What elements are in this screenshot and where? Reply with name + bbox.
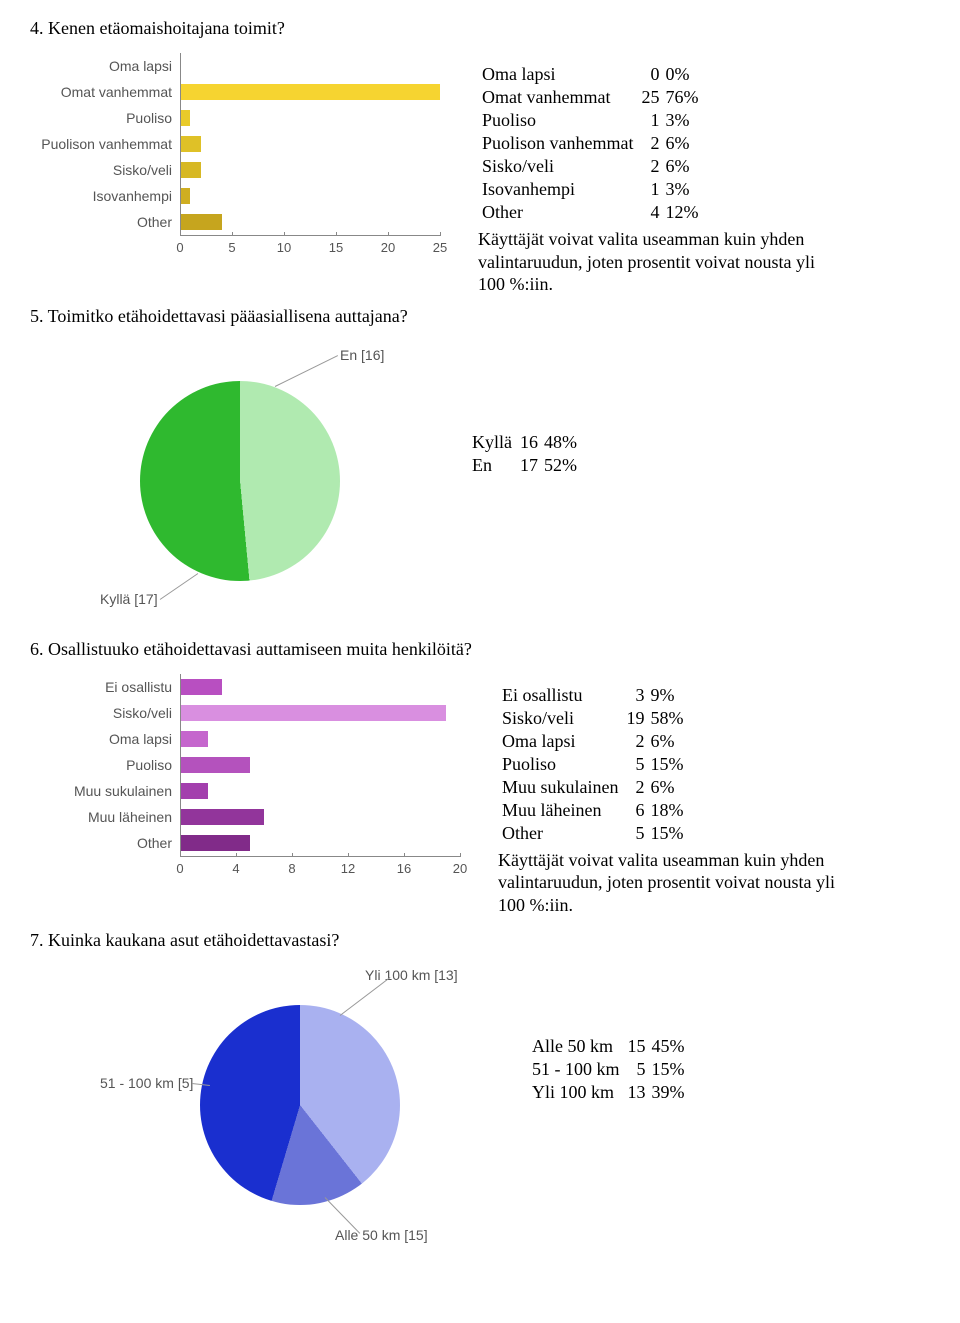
table-row: Other515% xyxy=(498,822,688,845)
axis-tick: 0 xyxy=(176,857,183,876)
pie-slice-label: Kyllä [17] xyxy=(100,591,158,607)
bar-label: Puoliso xyxy=(30,757,180,773)
table-row: Alle 50 km1545% xyxy=(528,1035,689,1058)
q7-data-table: Alle 50 km1545%51 - 100 km515%Yli 100 km… xyxy=(528,1035,689,1104)
pie-slice-label: Alle 50 km [15] xyxy=(335,1227,428,1243)
bar-label: Other xyxy=(30,214,180,230)
pie xyxy=(140,381,340,581)
table-row: Oma lapsi00% xyxy=(478,63,703,86)
q4-note: Käyttäjät voivat valita useamman kuin yh… xyxy=(478,228,818,296)
q6-bar-chart: Ei osallistu Sisko/veli Oma lapsi Puoliso Mu… xyxy=(30,674,480,878)
q6-data-table: Ei osallistu39%Sisko/veli1958%Oma lapsi2… xyxy=(498,684,688,845)
axis-tick: 12 xyxy=(341,857,355,876)
bar-label: Sisko/veli xyxy=(30,162,180,178)
bar-fill xyxy=(180,783,208,799)
table-row: Yli 100 km1339% xyxy=(528,1081,689,1104)
q7-heading: 7. Kuinka kaukana asut etähoidettavastas… xyxy=(30,930,930,951)
table-row: Other412% xyxy=(478,201,703,224)
bar-fill xyxy=(180,757,250,773)
table-row: Isovanhempi13% xyxy=(478,178,703,201)
bar-fill xyxy=(180,731,208,747)
bar-fill xyxy=(180,835,250,851)
bar-label: Other xyxy=(30,835,180,851)
q7-pie-chart: Yli 100 km [13] 51 - 100 km [5] Alle 50 km… xyxy=(90,965,510,1245)
table-row: En1752% xyxy=(468,454,581,477)
bar-label: Omat vanhemmat xyxy=(30,84,180,100)
table-row: Muu sukulainen26% xyxy=(498,776,688,799)
bar-fill xyxy=(180,809,264,825)
bar-fill xyxy=(180,679,222,695)
axis-tick: 20 xyxy=(381,236,395,255)
bar-fill xyxy=(180,162,201,178)
axis-tick: 15 xyxy=(329,236,343,255)
bar-fill xyxy=(180,110,190,126)
bar-label: Puoliso xyxy=(30,110,180,126)
bar-label: Oma lapsi xyxy=(30,58,180,74)
bar-fill xyxy=(180,705,446,721)
bar-fill xyxy=(180,136,201,152)
axis-tick: 10 xyxy=(277,236,291,255)
bar-fill xyxy=(180,214,222,230)
q5-pie-chart: En [16] Kyllä [17] xyxy=(30,341,450,621)
q6-note: Käyttäjät voivat valita useamman kuin yh… xyxy=(498,849,838,917)
axis-tick: 25 xyxy=(433,236,447,255)
table-row: Puoliso13% xyxy=(478,109,703,132)
table-row: Muu läheinen618% xyxy=(498,799,688,822)
axis-tick: 20 xyxy=(453,857,467,876)
bar-label: Puolison vanhemmat xyxy=(30,136,180,152)
table-row: Omat vanhemmat2576% xyxy=(478,86,703,109)
axis-tick: 8 xyxy=(288,857,295,876)
q4-heading: 4. Kenen etäomaishoitajana toimit? xyxy=(30,18,930,39)
bar-fill xyxy=(180,84,440,100)
q5-data-table: Kyllä1648%En1752% xyxy=(468,431,581,477)
bar-label: Isovanhempi xyxy=(30,188,180,204)
pie xyxy=(200,1005,400,1205)
table-row: Kyllä1648% xyxy=(468,431,581,454)
bar-label: Oma lapsi xyxy=(30,731,180,747)
q4-data-table: Oma lapsi00%Omat vanhemmat2576%Puoliso13… xyxy=(478,63,703,224)
table-row: 51 - 100 km515% xyxy=(528,1058,689,1081)
pie-slice-label: En [16] xyxy=(340,347,384,363)
bar-fill xyxy=(180,188,190,204)
table-row: Sisko/veli26% xyxy=(478,155,703,178)
axis-tick: 16 xyxy=(397,857,411,876)
axis-tick: 0 xyxy=(176,236,183,255)
bar-label: Muu läheinen xyxy=(30,809,180,825)
bar-label: Ei osallistu xyxy=(30,679,180,695)
bar-label: Sisko/veli xyxy=(30,705,180,721)
axis-tick: 4 xyxy=(232,857,239,876)
q6-heading: 6. Osallistuuko etähoidettavasi auttamis… xyxy=(30,639,930,660)
pie-slice-label: 51 - 100 km [5] xyxy=(100,1075,193,1091)
bar-label: Muu sukulainen xyxy=(30,783,180,799)
q5-heading: 5. Toimitko etähoidettavasi pääasiallise… xyxy=(30,306,930,327)
table-row: Ei osallistu39% xyxy=(498,684,688,707)
table-row: Oma lapsi26% xyxy=(498,730,688,753)
table-row: Puoliso515% xyxy=(498,753,688,776)
table-row: Sisko/veli1958% xyxy=(498,707,688,730)
axis-tick: 5 xyxy=(228,236,235,255)
q4-bar-chart: Oma lapsi Omat vanhemmat Puoliso Puolison v… xyxy=(30,53,460,257)
table-row: Puolison vanhemmat26% xyxy=(478,132,703,155)
pie-slice-label: Yli 100 km [13] xyxy=(365,967,458,983)
